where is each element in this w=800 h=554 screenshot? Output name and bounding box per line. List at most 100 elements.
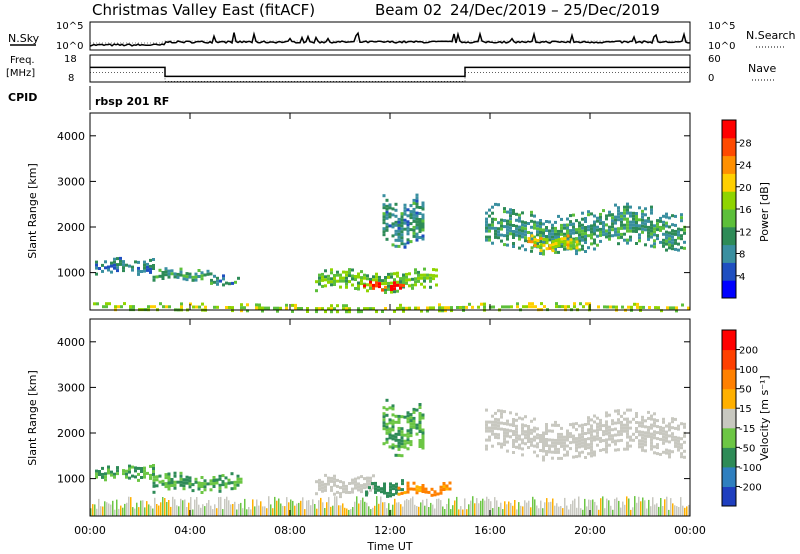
power-region-6	[497, 221, 500, 225]
velocity-region-5	[385, 422, 389, 426]
velocity-region-2	[357, 476, 360, 480]
power-region-1	[197, 269, 201, 272]
power-region-6	[533, 235, 536, 239]
power-region-8	[441, 309, 444, 313]
velocity-region-5	[382, 418, 386, 422]
velocity-near-range	[674, 505, 676, 516]
power-region-5	[382, 206, 386, 210]
velocity-near-range	[502, 509, 504, 516]
velocity-region-6	[497, 418, 500, 422]
velocity-region-5	[391, 422, 395, 426]
power-region-6	[497, 233, 500, 237]
velocity-near-range	[130, 497, 132, 516]
power-region-5	[382, 215, 386, 219]
velocity-region-1	[188, 485, 192, 489]
velocity-region-1	[221, 483, 225, 487]
velocity-region-6	[626, 441, 629, 445]
velocity-near-range	[608, 500, 610, 516]
velocity-near-range	[588, 499, 590, 516]
power-region-1	[194, 272, 198, 276]
velocity-region-6	[521, 423, 524, 427]
power-region-6	[599, 230, 602, 234]
velocity-near-range	[172, 496, 174, 516]
velocity-region-0	[146, 471, 149, 475]
velocity-near-range	[546, 498, 548, 516]
power-region-5	[394, 208, 398, 212]
power-region-6	[554, 226, 557, 230]
colorbar-swatch	[722, 330, 736, 351]
power-region-6	[509, 229, 512, 233]
power-region-6	[671, 238, 674, 242]
power-region-3	[381, 282, 384, 286]
power-region-7	[575, 243, 579, 247]
velocity-near-range	[214, 504, 216, 516]
velocity-region-6	[641, 445, 644, 449]
velocity-near-range	[518, 502, 520, 516]
power-region-8	[615, 305, 618, 309]
power-region-3	[339, 279, 342, 283]
power-region-6	[584, 229, 587, 232]
velocity-region-3	[383, 485, 386, 489]
power-region-6	[557, 214, 560, 218]
velocity-region-6	[497, 409, 500, 413]
velocity-region-5	[418, 424, 422, 427]
power-region-5	[415, 193, 419, 197]
velocity-region-6	[578, 442, 581, 446]
power-region-6	[641, 218, 644, 222]
velocity-region-1	[173, 486, 177, 490]
velocity-region-6	[596, 425, 599, 429]
power-region-3	[414, 277, 417, 281]
power-region-2	[237, 276, 240, 280]
velocity-region-0	[152, 473, 155, 476]
velocity-region-6	[671, 426, 674, 430]
velocity-region-6	[590, 430, 593, 434]
power-region-7	[533, 244, 537, 247]
velocity-near-range	[328, 497, 330, 516]
power-region-3	[435, 283, 438, 287]
velocity-region-1	[200, 491, 204, 494]
power-region-3	[354, 275, 357, 278]
power-region-8	[273, 306, 276, 310]
power-region-6	[512, 233, 515, 236]
power-region-3	[402, 276, 405, 280]
power-region-3	[360, 276, 363, 280]
power-region-6	[602, 221, 605, 225]
velocity-region-6	[596, 434, 599, 438]
power-region-6	[596, 243, 599, 247]
velocity-region-6	[650, 423, 653, 427]
velocity-region-6	[542, 449, 545, 453]
power-region-1	[155, 275, 159, 279]
power-region-6	[569, 232, 572, 236]
power-region-6	[602, 227, 605, 231]
power-region-8	[306, 307, 309, 310]
velocity-region-1	[155, 478, 159, 482]
x-tick-label: 16:00	[474, 524, 506, 537]
velocity-near-range	[652, 497, 654, 516]
power-region-1	[197, 275, 201, 278]
power-region-6	[581, 238, 584, 242]
nsky-tick-top: 10^5	[56, 21, 83, 32]
power-region-6	[617, 212, 620, 216]
velocity-region-6	[494, 411, 497, 415]
x-tick-label: 08:00	[274, 524, 306, 537]
power-region-6	[590, 242, 593, 246]
power-region-6	[518, 219, 521, 223]
power-region-6	[671, 244, 674, 248]
power-region-6	[518, 216, 521, 220]
power-region-8	[540, 302, 543, 306]
power-region-6	[494, 235, 497, 239]
power-region-3	[387, 287, 390, 291]
velocity-near-range	[508, 501, 510, 516]
power-region-3	[393, 272, 396, 276]
velocity-region-4	[433, 490, 437, 494]
velocity-near-range	[538, 508, 540, 516]
power-region-2	[219, 279, 222, 283]
power-region-7	[563, 240, 567, 244]
velocity-near-range	[196, 497, 198, 516]
power-region-8	[558, 305, 561, 309]
velocity-near-range	[438, 498, 440, 516]
power-region-6	[632, 211, 635, 215]
power-region-6	[680, 234, 683, 238]
power-region-2	[222, 277, 225, 281]
